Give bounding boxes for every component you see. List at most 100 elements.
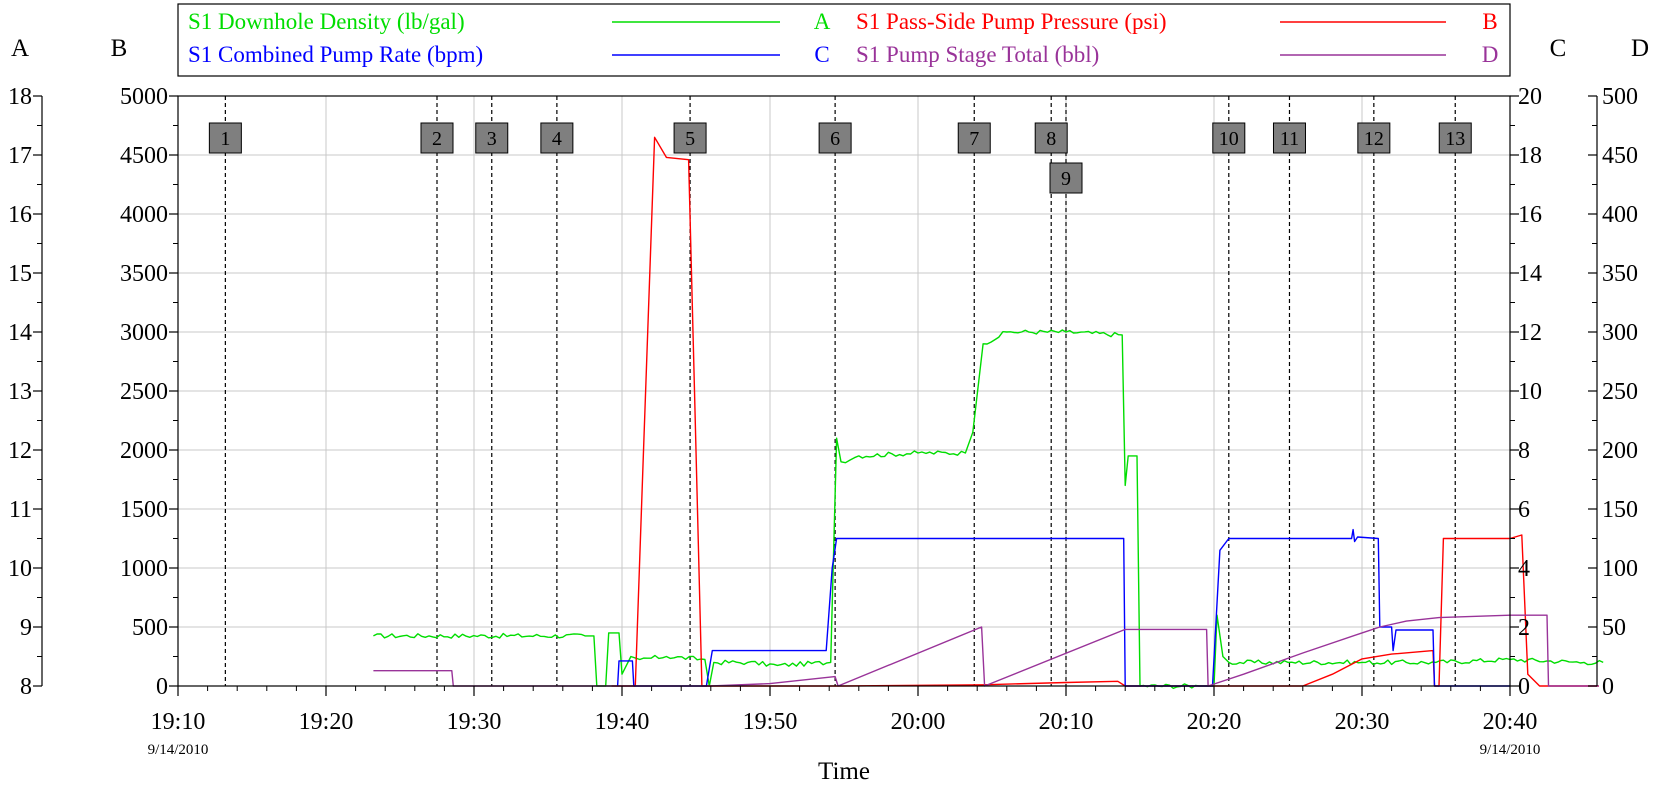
x-axis-label: Time	[818, 758, 870, 785]
x-tick-label: 19:30	[447, 709, 502, 735]
event-marker-label: 4	[552, 128, 562, 150]
x-tick-label: 20:30	[1335, 709, 1390, 735]
y-tick-label: 14	[1518, 261, 1542, 287]
y-axis-D: 0 50 100 150 200 250 300 350 400 450 500 D	[1588, 35, 1649, 700]
y-axis-letter: A	[11, 35, 29, 62]
legend-item: S1 Downhole Density (lb/gal) A	[188, 9, 831, 34]
legend-axis-letter: D	[1482, 42, 1499, 67]
x-tick-label: 19:20	[299, 709, 354, 735]
event-marker-box	[475, 122, 509, 154]
series-line	[373, 329, 1604, 690]
event-marker-box	[1034, 122, 1068, 154]
y-tick-label: 3000	[120, 320, 168, 346]
event-marker: 8	[1034, 122, 1068, 154]
y-axis-letter: B	[111, 35, 128, 62]
y-tick-label: 4	[1518, 556, 1530, 582]
y-tick-label: 11	[9, 497, 32, 523]
legend-item: S1 Pass-Side Pump Pressure (psi) B	[856, 9, 1498, 34]
event-marker-label: 7	[969, 128, 979, 150]
x-tick-label: 19:40	[595, 709, 650, 735]
y-tick-label: 14	[8, 320, 32, 346]
event-marker: 3	[475, 122, 509, 154]
y-tick-label: 0	[1518, 674, 1530, 700]
legend-label: S1 Pass-Side Pump Pressure (psi)	[856, 9, 1167, 34]
event-marker-label: 1	[220, 128, 230, 150]
event-marker-box	[420, 122, 454, 154]
y-tick-label: 2000	[120, 438, 168, 464]
event-marker-box	[208, 122, 242, 154]
x-date-left: 9/14/2010	[148, 742, 209, 758]
event-marker-box	[673, 122, 707, 154]
event-marker: 10	[1212, 122, 1246, 154]
legend-label: S1 Pump Stage Total (bbl)	[856, 42, 1099, 67]
event-marker: 5	[673, 122, 707, 154]
y-tick-label: 2	[1518, 615, 1530, 641]
y-tick-label: 5000	[120, 84, 168, 110]
y-tick-label: 4500	[120, 143, 168, 169]
event-marker-box	[957, 122, 991, 154]
event-marker-box	[818, 122, 852, 154]
y-tick-label: 450	[1602, 143, 1638, 169]
x-tick-label: 19:50	[743, 709, 798, 735]
event-marker: 13	[1438, 122, 1472, 154]
x-tick-label: 20:40	[1483, 709, 1538, 735]
event-marker-box	[1438, 122, 1472, 154]
y-tick-label: 13	[8, 379, 32, 405]
y-axis-C: 0 2 4 6 8 10 12 14 16 18 20 C	[1510, 35, 1566, 700]
x-tick-label: 20:10	[1039, 709, 1094, 735]
event-marker-box	[1357, 122, 1391, 154]
y-tick-label: 18	[8, 84, 32, 110]
x-axis: 19:10 19:20 19:30 19:40 19:50 20:00 20:10 20:20…	[148, 686, 1541, 785]
event-marker-box	[540, 122, 574, 154]
y-tick-label: 12	[1518, 320, 1542, 346]
legend-label: S1 Downhole Density (lb/gal)	[188, 9, 465, 34]
y-tick-label: 400	[1602, 202, 1638, 228]
y-tick-label: 6	[1518, 497, 1530, 523]
y-axis-letter: C	[1550, 35, 1567, 62]
event-marker-box	[1272, 122, 1306, 154]
y-tick-label: 300	[1602, 320, 1638, 346]
y-axes: 89101112131415161718A0500100015002000250…	[8, 35, 1649, 700]
legend-item: S1 Combined Pump Rate (bpm) C	[188, 42, 830, 67]
y-tick-label: 8	[20, 674, 32, 700]
y-tick-label: 350	[1602, 261, 1638, 287]
event-marker: 4	[540, 122, 574, 154]
y-tick-label: 50	[1602, 615, 1626, 641]
y-tick-label: 4000	[120, 202, 168, 228]
event-marker-label: 12	[1364, 128, 1384, 150]
y-tick-label: 15	[8, 261, 32, 287]
event-marker: 9	[1049, 162, 1083, 194]
y-axis-A: 8 9 10 11 12 13 14 15 16 17 18 A	[8, 35, 43, 700]
event-marker-label: 5	[685, 128, 695, 150]
event-lines	[224, 96, 1456, 686]
y-tick-label: 9	[20, 615, 32, 641]
event-marker-label: 3	[487, 128, 497, 150]
legend-item: S1 Pump Stage Total (bbl) D	[856, 42, 1498, 67]
legend-axis-letter: B	[1482, 9, 1497, 34]
event-marker: 1	[208, 122, 242, 154]
event-marker: 2	[420, 122, 454, 154]
x-tick-label: 20:20	[1187, 709, 1242, 735]
event-marker: 12	[1357, 122, 1391, 154]
event-marker-box	[1049, 162, 1083, 194]
y-tick-label: 3500	[120, 261, 168, 287]
y-tick-label: 1500	[120, 497, 168, 523]
x-date-right: 9/14/2010	[1480, 742, 1541, 758]
y-tick-label: 10	[8, 556, 32, 582]
y-tick-label: 150	[1602, 497, 1638, 523]
y-tick-label: 100	[1602, 556, 1638, 582]
legend-box	[177, 3, 1511, 77]
event-marker-label: 6	[830, 128, 840, 150]
y-tick-label: 0	[1602, 674, 1614, 700]
y-tick-label: 8	[1518, 438, 1530, 464]
y-axis-B: 0 500 1000 1500 2000 2500 3000 3500 4000 4500 5000…	[111, 35, 178, 700]
y-axis-letter: D	[1631, 35, 1649, 62]
legend: S1 Downhole Density (lb/gal) A S1 Pass-Sid…	[177, 3, 1511, 77]
event-marker-label: 2	[432, 128, 442, 150]
y-tick-label: 200	[1602, 438, 1638, 464]
y-tick-label: 1000	[120, 556, 168, 582]
